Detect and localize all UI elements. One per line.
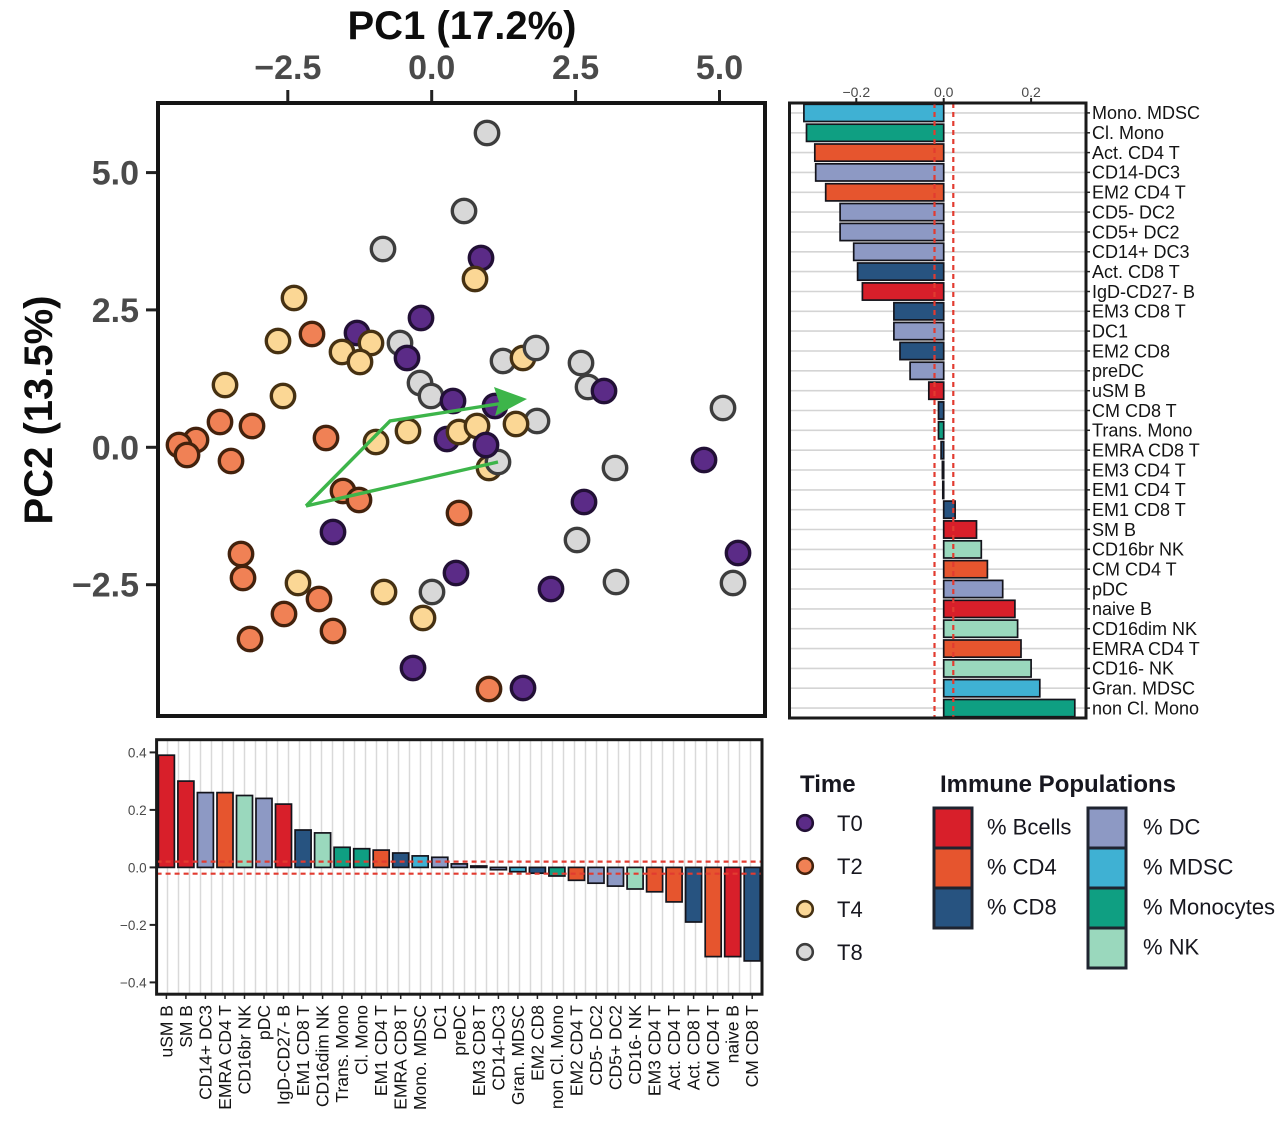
svg-text:Time: Time (800, 771, 856, 798)
svg-text:PC1 (17.2%): PC1 (17.2%) (348, 4, 577, 48)
svg-text:0.0: 0.0 (128, 860, 147, 875)
svg-text:preDC: preDC (1092, 361, 1144, 381)
svg-text:pDC: pDC (254, 1005, 274, 1040)
svg-text:T0: T0 (837, 811, 863, 836)
svg-text:Gran. MDSC: Gran. MDSC (1092, 679, 1195, 699)
svg-text:0.0: 0.0 (408, 49, 455, 87)
svg-text:uSM B: uSM B (156, 1005, 176, 1058)
svg-text:pDC: pDC (1092, 579, 1128, 599)
svg-text:CD16dim NK: CD16dim NK (313, 1005, 333, 1107)
svg-text:EM1 CD8 T: EM1 CD8 T (293, 1005, 313, 1096)
svg-text:−2.5: −2.5 (254, 49, 321, 87)
svg-text:Immune Populations: Immune Populations (940, 771, 1176, 798)
svg-text:CM CD8 T: CM CD8 T (742, 1005, 762, 1088)
svg-text:CD5+ DC2: CD5+ DC2 (606, 1005, 626, 1090)
svg-text:CD5+ DC2: CD5+ DC2 (1092, 222, 1180, 242)
svg-text:% Bcells: % Bcells (987, 815, 1071, 840)
svg-text:IgD-CD27- B: IgD-CD27- B (274, 1005, 294, 1105)
svg-text:EM3 CD8 T: EM3 CD8 T (1092, 302, 1186, 322)
svg-text:% CD4: % CD4 (987, 855, 1057, 880)
svg-text:DC1: DC1 (1092, 321, 1128, 341)
svg-text:EMRA CD8 T: EMRA CD8 T (391, 1005, 411, 1110)
svg-text:SM B: SM B (176, 1005, 196, 1048)
svg-text:% CD8: % CD8 (987, 895, 1057, 920)
svg-text:EM2 CD4 T: EM2 CD4 T (1092, 183, 1186, 203)
svg-text:Act. CD4 T: Act. CD4 T (664, 1005, 684, 1091)
svg-text:−0.2: −0.2 (120, 918, 147, 933)
svg-text:5.0: 5.0 (92, 155, 139, 193)
svg-text:EM1 CD8 T: EM1 CD8 T (1092, 500, 1186, 520)
svg-text:0.4: 0.4 (128, 745, 147, 760)
svg-text:DC1: DC1 (430, 1005, 450, 1040)
svg-text:IgD-CD27- B: IgD-CD27- B (1092, 282, 1195, 302)
svg-text:preDC: preDC (449, 1005, 469, 1056)
svg-text:Act. CD8 T: Act. CD8 T (1092, 262, 1180, 282)
svg-text:Trans. Mono: Trans. Mono (1092, 421, 1192, 441)
svg-text:0.0: 0.0 (92, 429, 139, 467)
svg-text:CD16- NK: CD16- NK (1092, 659, 1174, 679)
svg-text:EM2 CD8: EM2 CD8 (1092, 341, 1170, 361)
svg-text:EM1 CD4 T: EM1 CD4 T (371, 1005, 391, 1096)
svg-text:naive B: naive B (723, 1005, 743, 1063)
svg-text:Mono. MDSC: Mono. MDSC (1092, 103, 1200, 123)
svg-text:CD14-DC3: CD14-DC3 (488, 1005, 508, 1091)
svg-text:5.0: 5.0 (696, 49, 743, 87)
svg-text:0.2: 0.2 (1021, 84, 1041, 100)
svg-text:EM2 CD4 T: EM2 CD4 T (567, 1005, 587, 1096)
svg-text:CD14+ DC3: CD14+ DC3 (195, 1005, 215, 1100)
svg-text:EM3 CD8 T: EM3 CD8 T (469, 1005, 489, 1096)
svg-text:EMRA CD4 T: EMRA CD4 T (1092, 639, 1200, 659)
svg-text:T4: T4 (837, 897, 863, 922)
svg-text:CD5- DC2: CD5- DC2 (1092, 202, 1175, 222)
svg-text:Mono. MDSC: Mono. MDSC (410, 1005, 430, 1110)
svg-text:CD16br NK: CD16br NK (235, 1005, 255, 1095)
svg-text:−2.5: −2.5 (72, 567, 139, 605)
svg-text:2.5: 2.5 (92, 292, 139, 330)
svg-text:EM2 CD8: EM2 CD8 (527, 1005, 547, 1081)
svg-text:Gran. MDSC: Gran. MDSC (508, 1005, 528, 1105)
svg-text:% DC: % DC (1143, 815, 1201, 840)
svg-text:CD14-DC3: CD14-DC3 (1092, 163, 1180, 183)
svg-text:uSM B: uSM B (1092, 381, 1146, 401)
svg-text:−0.2: −0.2 (842, 84, 870, 100)
svg-text:naive B: naive B (1092, 599, 1152, 619)
svg-text:non Cl. Mono: non Cl. Mono (1092, 698, 1199, 718)
svg-text:EMRA CD8 T: EMRA CD8 T (1092, 441, 1200, 461)
svg-text:Trans. Mono: Trans. Mono (332, 1005, 352, 1103)
svg-text:CD5- DC2: CD5- DC2 (586, 1005, 606, 1086)
svg-text:CD14+ DC3: CD14+ DC3 (1092, 242, 1190, 262)
svg-text:−0.4: −0.4 (120, 975, 147, 990)
svg-text:PC2 (13.5%): PC2 (13.5%) (17, 296, 61, 525)
svg-text:Cl. Mono: Cl. Mono (1092, 123, 1164, 143)
svg-text:0.0: 0.0 (934, 84, 954, 100)
svg-text:EMRA CD4 T: EMRA CD4 T (215, 1005, 235, 1110)
svg-text:EM3 CD4 T: EM3 CD4 T (1092, 460, 1186, 480)
svg-text:CD16dim NK: CD16dim NK (1092, 619, 1197, 639)
svg-text:EM1 CD4 T: EM1 CD4 T (1092, 480, 1186, 500)
svg-text:EM3 CD4 T: EM3 CD4 T (645, 1005, 665, 1096)
svg-text:CM CD4 T: CM CD4 T (703, 1005, 723, 1088)
svg-text:% MDSC: % MDSC (1143, 855, 1234, 880)
svg-text:T8: T8 (837, 940, 863, 965)
svg-text:2.5: 2.5 (552, 49, 599, 87)
svg-text:% NK: % NK (1143, 935, 1200, 960)
svg-text:0.2: 0.2 (128, 803, 147, 818)
svg-text:T2: T2 (837, 854, 863, 879)
svg-text:CD16- NK: CD16- NK (625, 1005, 645, 1085)
svg-text:non Cl. Mono: non Cl. Mono (547, 1005, 567, 1109)
svg-text:Cl. Mono: Cl. Mono (352, 1005, 372, 1075)
svg-text:CD16br NK: CD16br NK (1092, 540, 1184, 560)
svg-text:% Monocytes: % Monocytes (1143, 895, 1275, 920)
svg-text:Act. CD8 T: Act. CD8 T (684, 1005, 704, 1091)
svg-text:CM CD8 T: CM CD8 T (1092, 401, 1177, 421)
svg-text:SM B: SM B (1092, 520, 1136, 540)
svg-text:CM CD4 T: CM CD4 T (1092, 560, 1177, 580)
svg-text:Act. CD4 T: Act. CD4 T (1092, 143, 1180, 163)
